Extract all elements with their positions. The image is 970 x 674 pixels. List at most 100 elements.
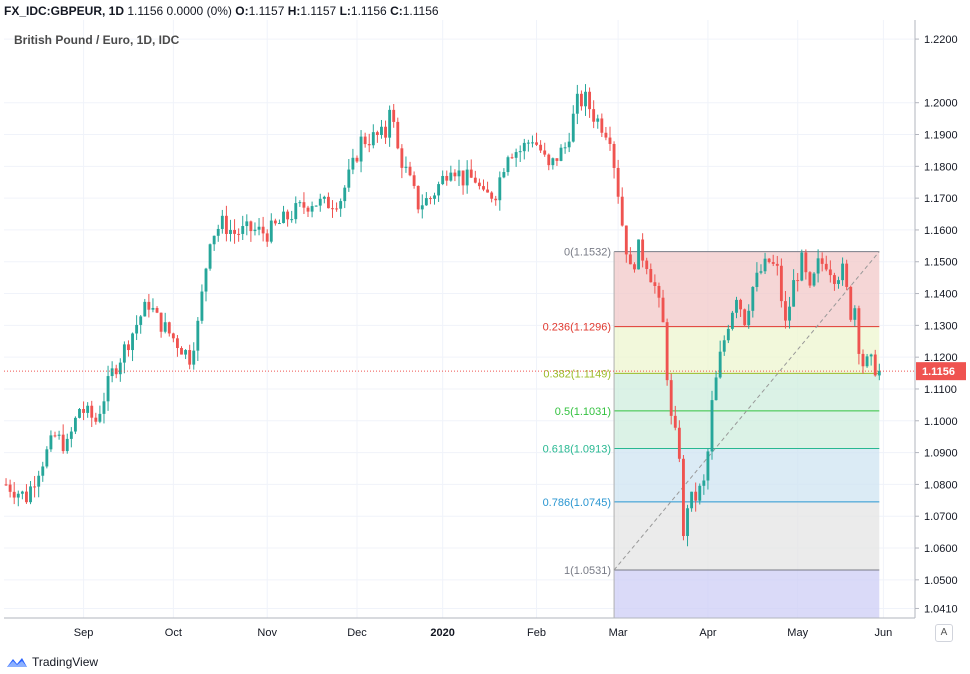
low-value: 1.1156: [350, 4, 387, 18]
candle-body: [453, 172, 457, 177]
candle: [808, 271, 812, 288]
candle: [755, 262, 759, 292]
candle-body: [869, 354, 873, 357]
candle-body: [457, 170, 461, 177]
candle: [730, 310, 734, 331]
candle: [620, 187, 624, 227]
price-tick-label: 1.1200: [924, 352, 958, 364]
candle-body: [82, 409, 86, 413]
price-tick-label: 1.1600: [924, 225, 958, 237]
candle-body: [90, 405, 94, 418]
candle: [249, 220, 253, 242]
candle: [535, 132, 538, 147]
candle: [57, 430, 61, 440]
candle: [16, 490, 20, 507]
candle-body: [845, 263, 849, 287]
fibonacci-retracement[interactable]: 0(1.1532) 0.236(1.1296) 0.382(1.1149) 0.5(1…: [543, 247, 880, 618]
candle-body: [714, 377, 718, 401]
candle-body: [416, 185, 420, 210]
candle-body: [322, 196, 326, 199]
candle-body: [739, 299, 742, 310]
fib-level-label: 0.382(1.1149): [543, 368, 611, 380]
candle: [743, 308, 747, 327]
candle-body: [767, 258, 771, 263]
candle: [445, 170, 449, 186]
candle: [331, 200, 334, 218]
fib-level-label: 0.236(1.1296): [543, 322, 612, 334]
time-tick-label: Apr: [699, 627, 716, 639]
candle: [759, 264, 763, 275]
candle-body: [730, 312, 734, 329]
candle: [420, 194, 424, 219]
candle: [155, 306, 159, 314]
candle: [310, 201, 314, 218]
candle-body: [775, 263, 779, 266]
fib-zone: [614, 373, 880, 411]
candle-body: [208, 244, 212, 269]
time-tick-label: May: [787, 627, 808, 639]
price-tick-label: 1.2200: [924, 34, 958, 46]
candle: [282, 205, 285, 224]
candle-body: [78, 409, 81, 418]
candle-body: [588, 91, 592, 110]
candle-body: [669, 380, 673, 416]
candle: [302, 192, 306, 214]
price-tick-label: 1.1000: [924, 416, 958, 428]
candle: [294, 196, 298, 224]
candle-body: [449, 172, 453, 181]
price-tick-label: 1.0700: [924, 511, 958, 523]
candle: [653, 274, 657, 294]
candle-body: [139, 316, 143, 325]
price-tick-label: 1.0500: [924, 575, 958, 587]
candle-body: [584, 91, 587, 107]
candle: [233, 219, 236, 244]
candle-body: [551, 158, 555, 166]
candle: [555, 158, 559, 166]
candle-body: [127, 344, 130, 351]
candle: [73, 416, 77, 435]
candle: [314, 205, 318, 207]
candle-body: [779, 265, 783, 302]
candle: [665, 318, 669, 386]
candle: [322, 195, 326, 204]
candle: [351, 148, 355, 175]
auto-scale-button[interactable]: A: [935, 624, 953, 642]
candle-body: [604, 132, 608, 138]
candle: [502, 168, 506, 179]
price-tick-label: 1.1700: [924, 193, 958, 205]
candle-body: [184, 350, 188, 355]
candle: [355, 155, 359, 163]
candle-body: [665, 322, 669, 381]
candle: [824, 255, 828, 272]
candle: [616, 159, 620, 204]
candle: [318, 193, 322, 212]
candle: [180, 346, 183, 355]
candle-body: [637, 239, 640, 270]
candle: [510, 153, 514, 159]
candle: [698, 483, 702, 505]
candle-body: [8, 484, 12, 492]
candle: [437, 181, 441, 202]
candle-body: [518, 151, 522, 153]
footer-brand[interactable]: TradingView: [6, 653, 98, 671]
candle: [102, 392, 106, 424]
price-tick-label: 1.2000: [924, 98, 958, 110]
candle: [139, 315, 143, 334]
candle: [335, 202, 339, 212]
candle-body: [494, 198, 498, 201]
price-tick-label: 1.0800: [924, 479, 958, 491]
candle-body: [437, 184, 441, 196]
chart-area[interactable]: 0(1.1532) 0.236(1.1296) 0.382(1.1149) 0.5(1…: [4, 20, 966, 646]
candle-body: [482, 186, 485, 190]
candle: [575, 84, 579, 125]
candle-body: [441, 175, 445, 185]
candle-body: [645, 260, 649, 270]
candle-body: [710, 400, 714, 452]
fib-zone: [614, 501, 880, 570]
candle: [375, 130, 379, 143]
candle-body: [784, 301, 787, 321]
candle-body: [188, 350, 192, 365]
candle-body: [477, 182, 481, 187]
candle: [857, 305, 861, 365]
chart-canvas[interactable]: 0(1.1532) 0.236(1.1296) 0.382(1.1149) 0.5(1…: [4, 20, 966, 646]
